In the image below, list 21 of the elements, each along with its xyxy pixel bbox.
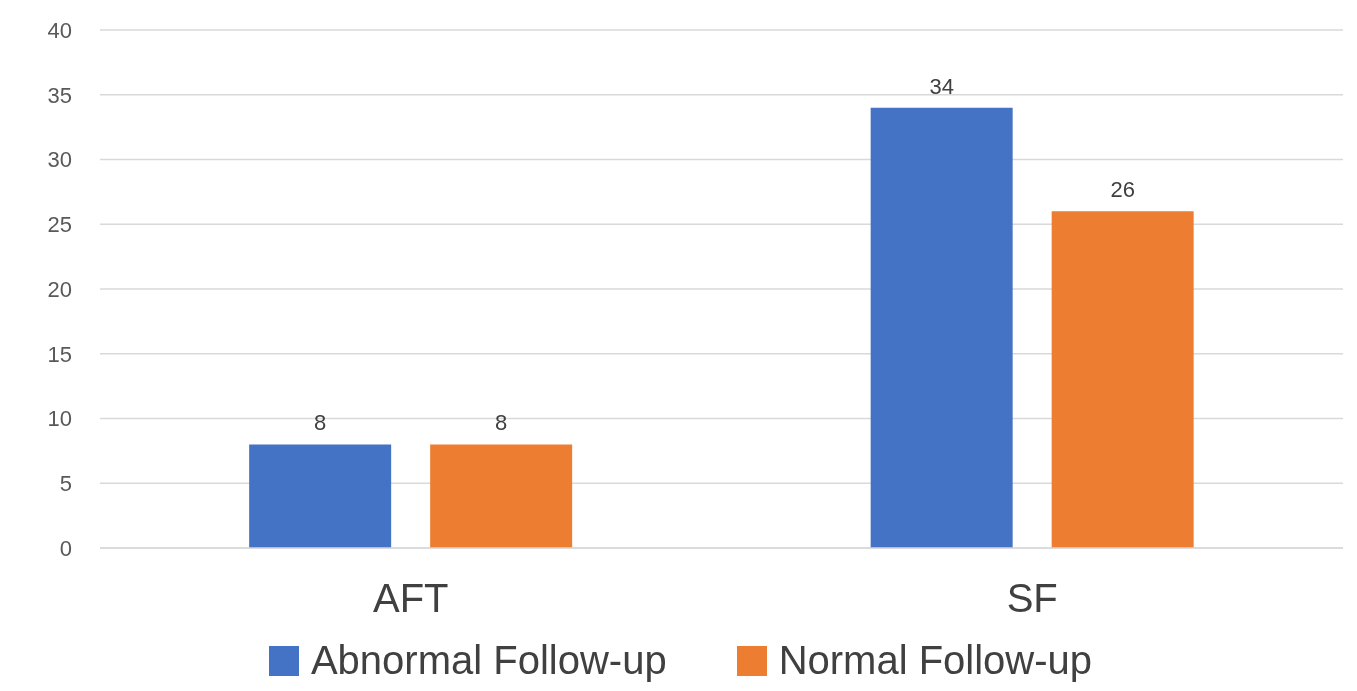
data-label: 34 (929, 73, 954, 99)
y-tick-label: 40 (47, 17, 72, 43)
bar (249, 444, 392, 548)
y-tick-label: 10 (47, 406, 72, 432)
data-label: 8 (314, 410, 327, 436)
y-tick-label: 0 (59, 535, 72, 561)
data-label: 8 (495, 410, 508, 436)
y-tick-label: 20 (47, 276, 72, 302)
y-tick-label: 5 (59, 471, 72, 497)
y-tick-label: 35 (47, 82, 72, 108)
bar (870, 107, 1013, 548)
bar (430, 444, 573, 548)
y-tick-label: 15 (47, 341, 72, 367)
y-tick-label: 30 (47, 147, 72, 173)
data-label: 26 (1110, 177, 1135, 203)
x-tick-label: AFT (372, 576, 449, 621)
x-tick-label: SF (1006, 576, 1058, 621)
bar (1051, 211, 1194, 548)
y-tick-label: 25 (47, 212, 72, 238)
legend-label: Normal Follow-up (778, 638, 1093, 683)
legend-label: Abnormal Follow-up (310, 638, 667, 683)
